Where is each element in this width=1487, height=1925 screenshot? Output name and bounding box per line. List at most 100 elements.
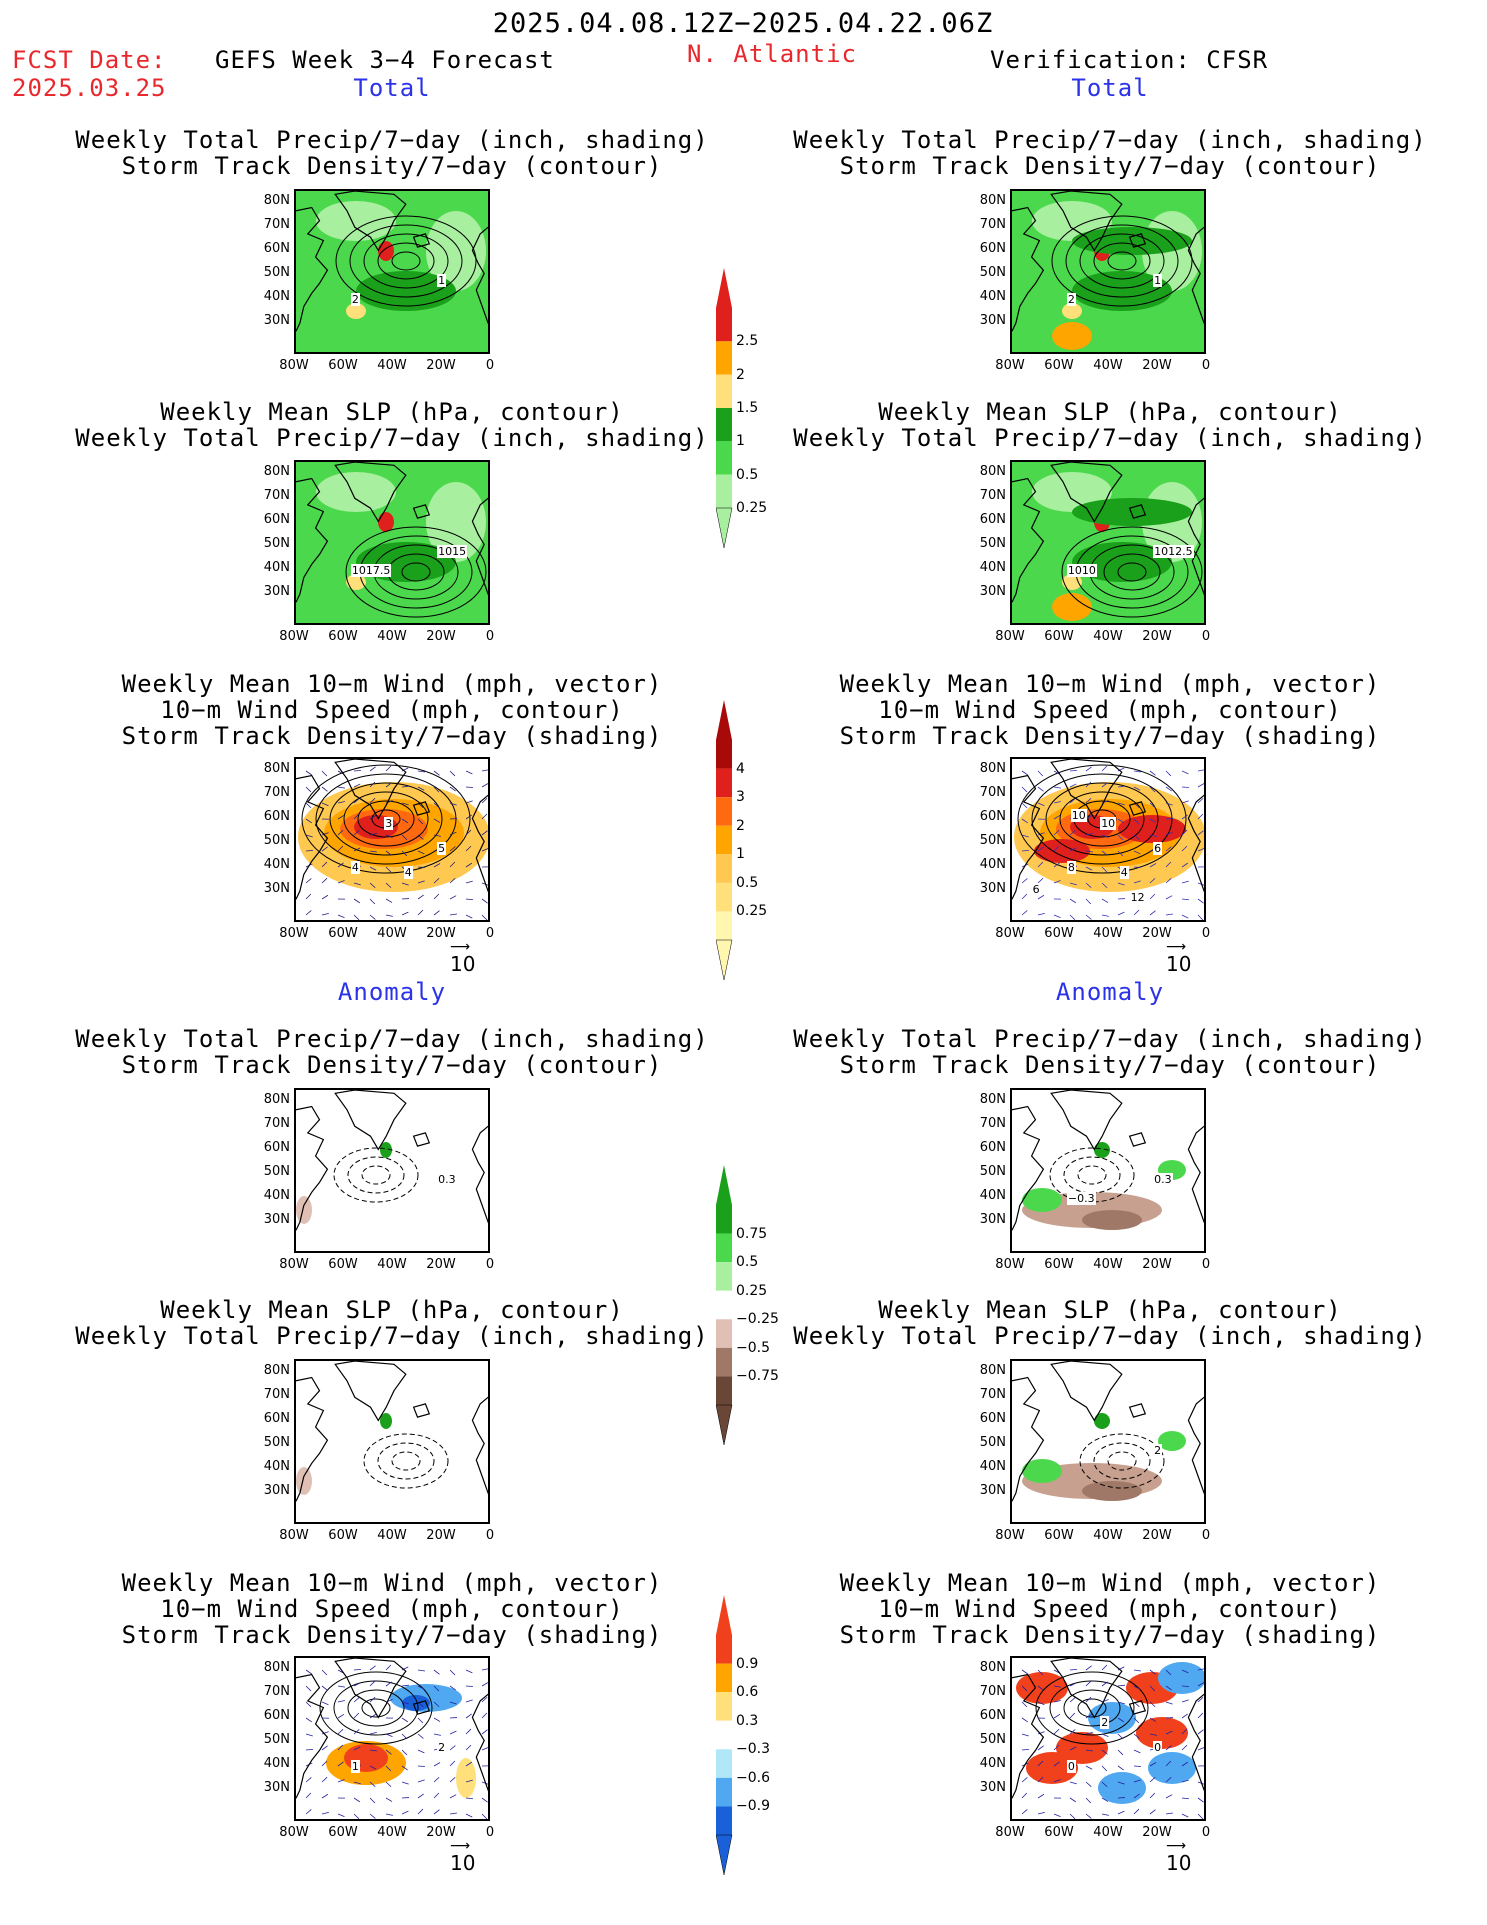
contour-line bbox=[1079, 233, 1165, 289]
wind-vector bbox=[321, 770, 328, 777]
lon-tick-label: 40W bbox=[377, 1528, 407, 1543]
contour-label: 1010 bbox=[1066, 564, 1097, 578]
wind-vector bbox=[433, 770, 440, 776]
wind-vector bbox=[449, 802, 457, 806]
lat-tick-label: 70N bbox=[263, 1116, 290, 1131]
lon-tick-label: 0 bbox=[485, 1825, 495, 1840]
lat-tick-label: 60N bbox=[979, 1140, 1006, 1155]
contour-line bbox=[1051, 215, 1193, 307]
wind-vector bbox=[481, 1668, 488, 1671]
wind-vector bbox=[369, 882, 376, 888]
wind-vector bbox=[337, 862, 344, 868]
wind-vector bbox=[1165, 1760, 1172, 1767]
contour-line bbox=[1077, 1165, 1107, 1185]
wind-vector bbox=[1069, 1697, 1076, 1703]
colorbar-top-arrow bbox=[716, 700, 732, 740]
wind-vector bbox=[1133, 1669, 1141, 1672]
wind-vector bbox=[369, 914, 376, 920]
contour-label: 12 bbox=[1129, 891, 1146, 904]
lat-tick-label: 30N bbox=[979, 1483, 1006, 1498]
wind-vector bbox=[1133, 909, 1140, 916]
lat-tick-label: 30N bbox=[263, 1483, 290, 1498]
precip-anom-shade bbox=[1158, 1431, 1186, 1451]
lat-tick-label: 60N bbox=[263, 512, 290, 527]
wind-vector bbox=[1197, 783, 1204, 788]
map-fcst_total-wind_storm: 5 4 3 4 bbox=[294, 757, 490, 922]
colorbar-segment bbox=[716, 1663, 732, 1693]
wind-vector bbox=[1037, 1731, 1045, 1735]
precip-shade bbox=[1062, 303, 1082, 319]
lon-tick-label: 0 bbox=[1201, 1257, 1211, 1272]
storm-anom-shade bbox=[1088, 1702, 1136, 1734]
wind-vector bbox=[481, 830, 488, 836]
colorbar-segment bbox=[716, 1347, 732, 1377]
wind-vector bbox=[1021, 910, 1028, 916]
wind-vector bbox=[1037, 912, 1045, 916]
contour-line bbox=[1093, 242, 1151, 280]
wind-vector bbox=[1117, 1733, 1124, 1740]
colorbar-segment bbox=[716, 1376, 732, 1405]
wind-vector bbox=[321, 861, 328, 868]
contour-line bbox=[377, 1442, 435, 1480]
wind-vector bbox=[1053, 880, 1061, 884]
lon-tick-label: 60W bbox=[328, 926, 358, 941]
wind-vector bbox=[1117, 911, 1125, 916]
wind-vector bbox=[1021, 818, 1029, 824]
wind-vector bbox=[1197, 830, 1204, 836]
lon-tick-label: 40W bbox=[377, 629, 407, 644]
lat-tick-label: 80N bbox=[263, 1092, 290, 1107]
lat-tick-label: 60N bbox=[979, 1411, 1006, 1426]
wind-vector bbox=[417, 1733, 424, 1739]
panel-title-line: Weekly Mean 10−m Wind (mph, vector) bbox=[121, 670, 663, 698]
lon-tick-label: 0 bbox=[1201, 358, 1211, 373]
wind-vector bbox=[1149, 1776, 1156, 1783]
wind-vector bbox=[353, 1668, 362, 1671]
wind-vector bbox=[1069, 1781, 1077, 1785]
wind-vector bbox=[465, 1761, 473, 1767]
wind-vector bbox=[337, 814, 345, 820]
lon-tick-label: 80W bbox=[995, 629, 1025, 644]
wind-vector bbox=[1053, 1700, 1061, 1703]
lat-tick-label: 40N bbox=[263, 1756, 290, 1771]
contour-line bbox=[345, 526, 487, 618]
wind-vector bbox=[433, 786, 440, 793]
wind-vector bbox=[1085, 1797, 1092, 1804]
wind-vector bbox=[369, 814, 377, 820]
wind-vector bbox=[1037, 832, 1045, 836]
wind-vector bbox=[1181, 845, 1188, 852]
lon-tick-label: 40W bbox=[1093, 1528, 1123, 1543]
wind-vector bbox=[369, 1713, 377, 1719]
wind-vector bbox=[1069, 769, 1078, 772]
coastline bbox=[1187, 1396, 1204, 1495]
wind-vector bbox=[401, 1810, 409, 1815]
panel-title-verif_total-precip_storm: Weekly Total Precip/7−day (inch, shading… bbox=[793, 127, 1426, 179]
coastline bbox=[1187, 1125, 1204, 1224]
lat-tick-label: 40N bbox=[979, 857, 1006, 872]
colorbar-segment bbox=[716, 740, 732, 769]
wind-vector bbox=[385, 782, 392, 788]
contour-label: 1015 bbox=[437, 544, 468, 558]
wind-vector bbox=[337, 914, 345, 918]
vector-arrow-icon: ⟶ bbox=[1166, 1838, 1187, 1854]
lat-tick-label: 40N bbox=[263, 857, 290, 872]
wind-vector bbox=[1133, 850, 1141, 855]
lon-tick-label: 80W bbox=[279, 1528, 309, 1543]
wind-vector bbox=[433, 1809, 440, 1815]
lat-tick-label: 80N bbox=[979, 464, 1006, 479]
lat-tick-label: 50N bbox=[979, 265, 1006, 280]
wind-vector bbox=[1181, 1813, 1189, 1818]
wind-vector bbox=[1069, 1729, 1076, 1735]
colorbar-label: −0.3 bbox=[736, 1741, 770, 1758]
wind-vector bbox=[369, 1765, 377, 1770]
contour-label: 0.3 bbox=[1153, 1172, 1173, 1186]
wind-vector bbox=[1085, 1765, 1093, 1770]
wind-vector bbox=[1117, 834, 1124, 841]
panel-title-line: Storm Track Density/7−day (shading) bbox=[121, 1621, 663, 1649]
lat-tick-label: 70N bbox=[263, 217, 290, 232]
coastline bbox=[296, 1673, 329, 1799]
wind-vector bbox=[1133, 1685, 1141, 1690]
wind-vector bbox=[1165, 1812, 1173, 1815]
storm-anom-shade bbox=[1016, 1672, 1068, 1704]
colorbar-label: −0.5 bbox=[736, 1339, 770, 1356]
